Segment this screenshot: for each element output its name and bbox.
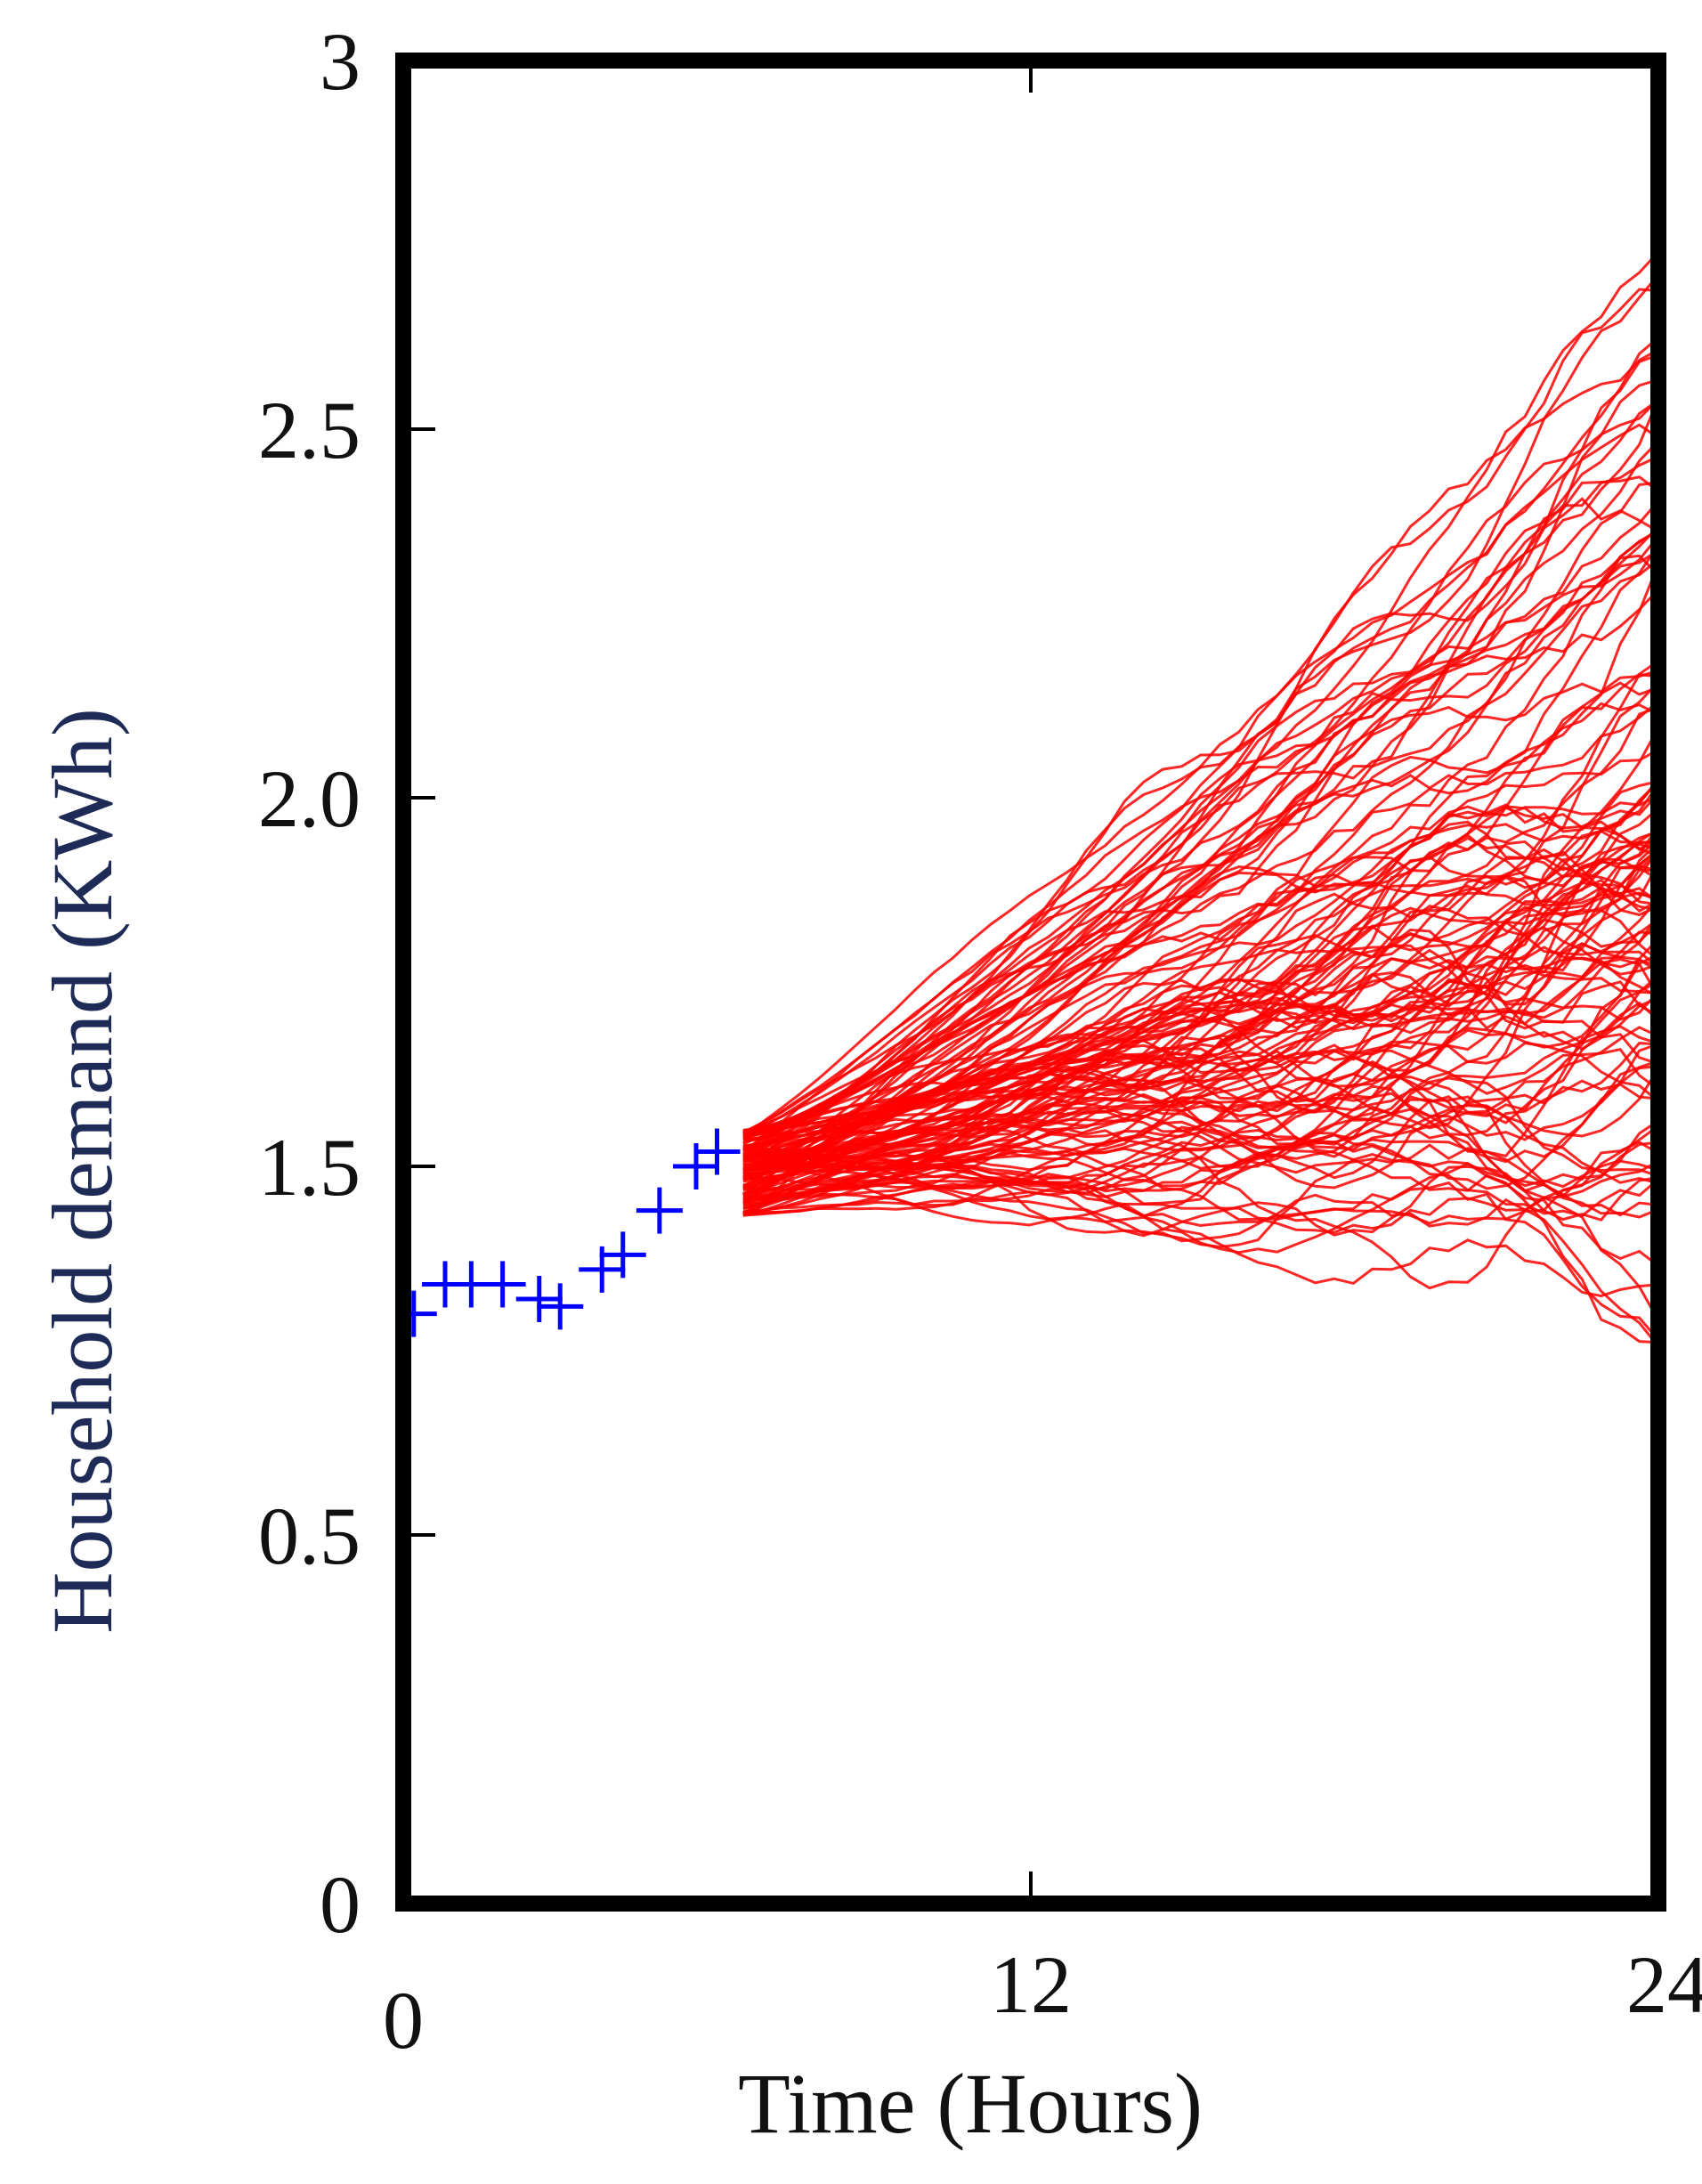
forecast-path-80 (742, 748, 1658, 1215)
forecast-path-37 (742, 957, 1658, 1202)
x-axis-ticks: 0 12 24 (383, 61, 1702, 2066)
forecast-path-119 (742, 273, 1658, 1205)
forecast-path-42 (742, 918, 1658, 1160)
forecast-path-86 (742, 659, 1658, 1216)
y-tick-label-5: 3 (320, 16, 361, 107)
history-markers (403, 1128, 741, 1337)
forecast-path-103 (742, 525, 1658, 1197)
history-marker-10 (693, 1128, 741, 1175)
forecast-path-96 (742, 669, 1658, 1181)
forecast-path-50 (742, 942, 1658, 1183)
forecast-path-7 (742, 1165, 1658, 1238)
forecast-path-78 (742, 840, 1658, 1197)
y-tick-label-3: 2.0 (258, 753, 361, 844)
y-tick-label-0: 0 (320, 1859, 361, 1950)
forecast-path-91 (742, 700, 1658, 1145)
history-marker-3 (479, 1261, 526, 1308)
forecast-path-76 (742, 820, 1658, 1214)
y-tick-label-2: 1.5 (258, 1122, 361, 1213)
forecast-path-115 (742, 353, 1658, 1164)
forecast-path-22 (742, 1048, 1658, 1202)
x-tick-label-0: 0 (383, 1975, 424, 2066)
forecast-path-118 (742, 250, 1658, 1196)
forecast-path-10 (742, 1128, 1658, 1267)
y-axis-label: Household demand (KWh) (35, 708, 130, 1634)
forecast-path-112 (742, 455, 1658, 1202)
y-axis-ticks: 0 0.5 1.5 2.0 2.5 3 (258, 16, 435, 1950)
y-tick-label-1: 0.5 (258, 1490, 361, 1581)
forecast-path-90 (742, 702, 1658, 1179)
forecast-path-113 (742, 348, 1658, 1138)
x-tick-label-1: 12 (990, 1939, 1072, 2030)
history-marker-5 (537, 1283, 584, 1330)
forecast-path-75 (742, 848, 1658, 1205)
y-tick-label-4: 2.5 (258, 385, 361, 475)
history-marker-7 (599, 1231, 646, 1279)
history-marker-8 (636, 1187, 683, 1234)
forecast-paths (742, 250, 1658, 1348)
forecast-path-114 (742, 399, 1658, 1152)
x-axis-label: Time (Hours) (738, 2056, 1203, 2151)
forecast-path-106 (742, 378, 1658, 1188)
forecast-path-19 (742, 1060, 1658, 1199)
forecast-path-95 (742, 544, 1658, 1175)
x-tick-label-2: 24 (1626, 1939, 1702, 2030)
forecast-path-105 (742, 440, 1658, 1158)
forecast-path-18 (742, 1105, 1658, 1217)
forecast-path-25 (742, 1043, 1658, 1206)
forecast-path-98 (742, 589, 1658, 1134)
forecast-path-116 (742, 288, 1658, 1216)
forecast-path-109 (742, 397, 1658, 1161)
history-marker-4 (515, 1276, 563, 1323)
forecast-path-92 (742, 529, 1658, 1189)
history-marker-0 (403, 1290, 437, 1337)
